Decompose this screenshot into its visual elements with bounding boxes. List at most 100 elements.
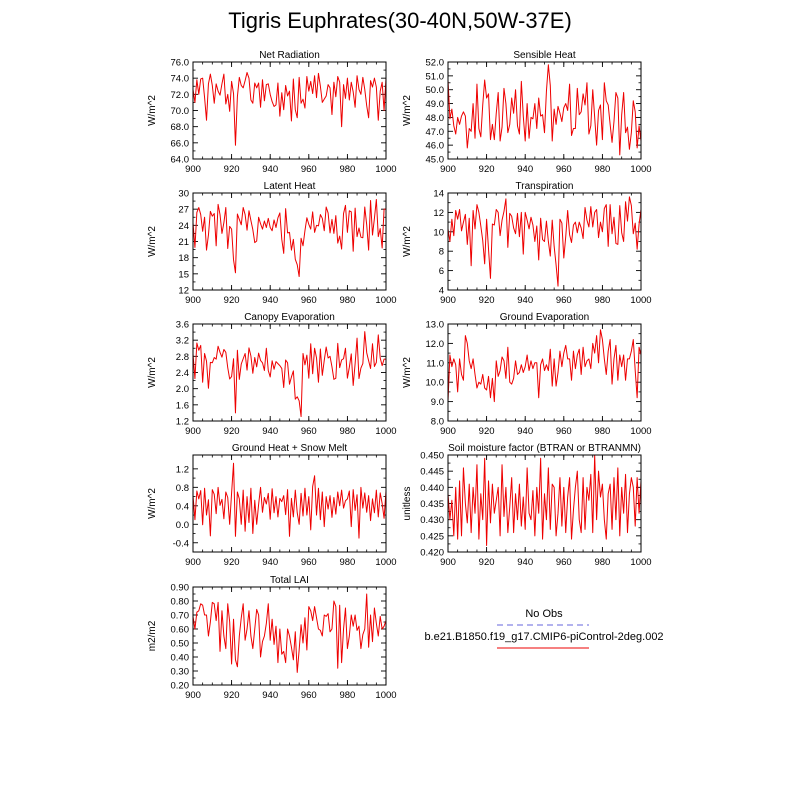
y-tick-label: 70.0 [171, 106, 190, 117]
x-tick-label: 960 [301, 690, 317, 701]
y-tick-label: 46.0 [426, 141, 445, 152]
x-tick-label: 940 [262, 557, 278, 568]
y-tick-label: 51.0 [426, 71, 445, 82]
y-tick-label: 1.6 [176, 400, 189, 411]
y-tick-label: 49.0 [426, 99, 445, 110]
y-axis-label: W/m^2 [147, 226, 158, 257]
y-tick-label: 12 [178, 286, 189, 297]
x-tick-label: 940 [262, 690, 278, 701]
x-tick-label: 960 [301, 295, 317, 306]
legend-obs-label: No Obs [525, 608, 563, 620]
y-tick-label: 0.60 [171, 625, 190, 636]
x-tick-label: 980 [339, 690, 355, 701]
y-tick-label: 0.4 [176, 501, 189, 512]
y-tick-label: 2.4 [176, 368, 189, 379]
y-axis-label: W/m^2 [402, 357, 413, 388]
x-tick-label: 1000 [375, 690, 396, 701]
x-tick-label: 900 [185, 164, 201, 175]
y-tick-label: 0.435 [420, 499, 444, 510]
panel-title: Total LAI [270, 575, 309, 586]
x-tick-label: 960 [556, 426, 572, 437]
x-tick-label: 1000 [375, 164, 396, 175]
y-tick-label: 30 [178, 189, 189, 200]
x-tick-label: 1000 [630, 295, 651, 306]
x-tick-label: 980 [339, 164, 355, 175]
y-tick-label: 0.20 [171, 681, 190, 692]
x-tick-label: 900 [440, 426, 456, 437]
x-tick-label: 900 [185, 557, 201, 568]
x-tick-label: 980 [594, 295, 610, 306]
plot-frame [192, 61, 387, 160]
panel-title: Ground Heat + Snow Melt [232, 443, 348, 454]
series-line [447, 454, 642, 547]
x-tick-label: 920 [224, 164, 240, 175]
y-tick-label: -0.4 [173, 538, 189, 549]
x-tick-label: 920 [224, 690, 240, 701]
panel-title: Soil moisture factor (BTRAN or BTRANMN) [448, 443, 641, 454]
plot-frame [192, 586, 387, 686]
y-tick-label: 8.0 [431, 417, 444, 428]
chart-panel: Total LAI m2/m2 900 920 940 960 980 1000 0.20 0.3… [147, 575, 397, 701]
y-tick-label: 0.40 [171, 653, 190, 664]
y-tick-label: 0.450 [420, 451, 444, 462]
y-tick-label: 10.0 [426, 378, 445, 389]
plot-frame [447, 454, 642, 553]
x-tick-label: 920 [224, 557, 240, 568]
x-tick-label: 900 [185, 295, 201, 306]
plot-frame [192, 454, 387, 553]
y-axis-label: unitless [402, 487, 413, 521]
x-tick-label: 980 [339, 426, 355, 437]
y-tick-label: 21 [178, 237, 189, 248]
x-tick-label: 960 [556, 557, 572, 568]
y-tick-label: 68.0 [171, 122, 190, 133]
plot-frame [192, 323, 387, 422]
panel-title: Transpiration [516, 181, 574, 192]
y-tick-label: 0.30 [171, 667, 190, 678]
legend: No Obs b.e21.B1850.f19_g17.CMIP6-piContro… [424, 608, 664, 649]
y-tick-label: 0.80 [171, 597, 190, 608]
series-line [447, 329, 642, 403]
plot-frame [447, 192, 642, 291]
series-line [192, 72, 387, 146]
x-tick-label: 980 [594, 164, 610, 175]
y-tick-label: 1.2 [176, 464, 189, 475]
x-tick-label: 1000 [630, 426, 651, 437]
y-axis-label: W/m^2 [402, 95, 413, 126]
y-tick-label: 14 [433, 189, 444, 200]
y-tick-label: 0.430 [420, 515, 444, 526]
x-tick-label: 940 [517, 426, 533, 437]
y-tick-label: 52.0 [426, 58, 445, 69]
y-tick-label: 64.0 [171, 155, 190, 166]
y-tick-label: 27 [178, 205, 189, 216]
chart-panel: Transpiration W/m^2 900 920 940 960 980 1000 4 6 8… [402, 181, 652, 306]
x-tick-label: 900 [440, 164, 456, 175]
y-tick-label: 76.0 [171, 58, 190, 69]
x-tick-label: 940 [517, 164, 533, 175]
x-tick-label: 960 [301, 164, 317, 175]
series-line [192, 462, 387, 539]
y-tick-label: 1.2 [176, 417, 189, 428]
x-tick-label: 920 [479, 295, 495, 306]
panel-title: Latent Heat [264, 181, 316, 192]
y-tick-label: 0.440 [420, 483, 444, 494]
x-tick-label: 980 [339, 557, 355, 568]
chart-panel: Net Radiation W/m^2 900 920 940 960 980 1000 64.… [147, 50, 397, 175]
y-tick-label: 0.425 [420, 531, 444, 542]
y-axis-label: W/m^2 [147, 357, 158, 388]
x-tick-label: 940 [262, 426, 278, 437]
x-tick-label: 960 [301, 557, 317, 568]
x-tick-label: 960 [556, 164, 572, 175]
x-tick-label: 1000 [375, 295, 396, 306]
y-tick-label: 3.6 [176, 320, 189, 331]
y-tick-label: 12 [433, 208, 444, 219]
x-tick-label: 900 [185, 426, 201, 437]
y-tick-label: 18 [178, 253, 189, 264]
y-tick-label: 12.0 [426, 339, 445, 350]
y-tick-label: 0.90 [171, 583, 190, 594]
x-tick-label: 940 [262, 164, 278, 175]
y-tick-label: 45.0 [426, 155, 445, 166]
series-line [447, 196, 642, 287]
x-tick-label: 900 [440, 295, 456, 306]
y-tick-label: 2.8 [176, 352, 189, 363]
series-line [192, 331, 386, 418]
